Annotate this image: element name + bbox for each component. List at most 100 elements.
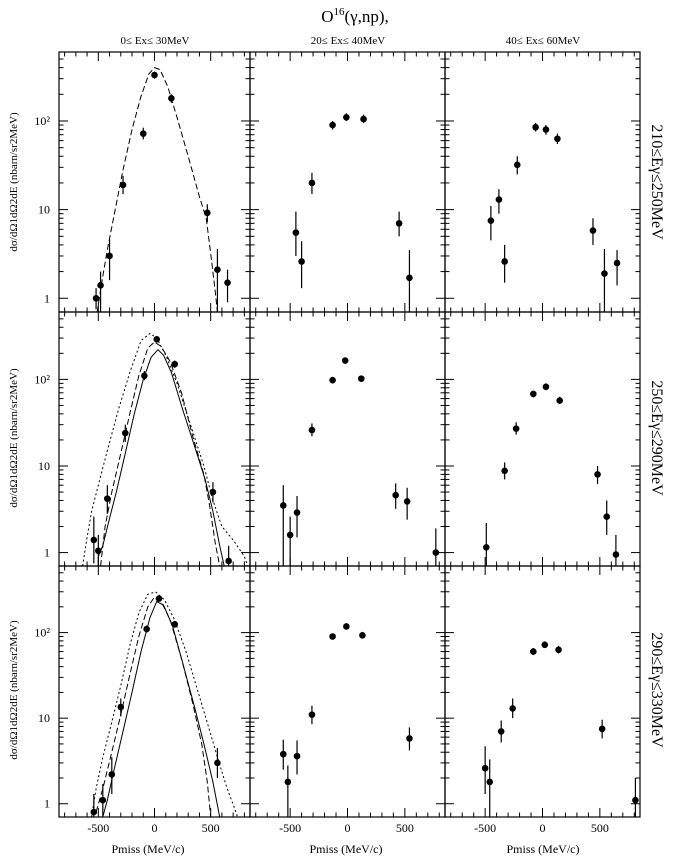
data-point (298, 258, 305, 265)
data-point (603, 513, 611, 520)
y-tick-label: 10 (38, 711, 50, 725)
dashed-curve (96, 67, 218, 313)
data-point (204, 209, 211, 217)
panel-frame (58, 311, 251, 567)
data-point (406, 735, 413, 742)
data-point (594, 471, 601, 478)
data-point (357, 375, 365, 382)
data-point (293, 509, 301, 516)
data-point (542, 126, 550, 133)
data-point (279, 750, 287, 758)
panel-frame (58, 565, 251, 818)
data-point (542, 383, 550, 391)
y-tick-label: 1 (44, 797, 50, 811)
x-axis-label-col-1: Pmiss (MeV/c) (112, 842, 185, 856)
data-point (143, 625, 150, 633)
x-tick-label: 500 (202, 821, 220, 835)
data-point (308, 179, 316, 187)
data-point (155, 595, 163, 602)
title-reaction: (γ,np), (344, 7, 388, 26)
panel-r2-c3 (444, 311, 641, 567)
x-tick-label: 500 (591, 821, 609, 835)
data-point (119, 181, 127, 189)
data-point (343, 114, 350, 121)
data-point (589, 227, 597, 234)
x-tick-label: -500 (474, 821, 496, 835)
data-point (501, 258, 508, 265)
data-point (482, 544, 490, 551)
data-point (530, 390, 537, 398)
data-point (90, 808, 98, 816)
data-point (171, 620, 179, 628)
data-point (99, 796, 107, 804)
data-point (555, 646, 562, 654)
data-point (117, 703, 125, 711)
data-point (121, 429, 129, 437)
data-point (329, 633, 336, 640)
data-point (209, 488, 217, 496)
data-point (495, 196, 503, 203)
data-point (153, 336, 161, 343)
data-point (279, 502, 287, 509)
data-point (601, 270, 608, 277)
data-point (432, 549, 440, 556)
data-point (512, 425, 520, 432)
data-point (329, 121, 336, 129)
data-point (92, 294, 100, 302)
data-point (139, 130, 147, 137)
data-point (632, 796, 639, 804)
row-label-2: 250≤Eγ≤290MeV (648, 380, 665, 496)
column-header-2: 20≤ Ex≤ 40MeV (311, 35, 385, 47)
data-point (487, 217, 495, 224)
data-point (360, 115, 367, 123)
y-tick-label: 10 (38, 459, 50, 473)
data-point (104, 495, 111, 502)
data-point (286, 531, 294, 539)
panel-r2-c2 (249, 311, 446, 567)
solid-curve (102, 600, 221, 818)
y-tick-label: 10 (38, 203, 50, 217)
data-point (329, 376, 336, 384)
data-point (141, 372, 148, 380)
data-point (501, 467, 508, 475)
y-tick-label: 10² (34, 372, 50, 386)
panel-frame (444, 565, 641, 818)
data-point (225, 557, 232, 565)
data-point (214, 759, 221, 767)
data-point (359, 631, 366, 639)
panel-frame (58, 51, 251, 313)
data-point (308, 426, 316, 434)
panel-r1-c2 (249, 51, 446, 313)
data-point (532, 123, 539, 131)
data-point (481, 764, 489, 772)
data-point (293, 752, 301, 760)
data-point (392, 491, 399, 499)
x-tick-label: 0 (345, 821, 351, 835)
data-point (530, 648, 537, 655)
y-axis-label-row-1: dσ/dΩ1dΩ2dE (nbarn/sr2MeV) (8, 112, 20, 252)
x-tick-label: -500 (279, 821, 301, 835)
data-point (341, 357, 349, 364)
data-point (509, 705, 516, 712)
column-header-3: 40≤ Ex≤ 60MeV (506, 35, 580, 47)
data-point (612, 551, 620, 558)
panel-r1-c1: 1 10 10² (34, 51, 251, 313)
x-tick-label: 500 (396, 821, 414, 835)
data-point (598, 725, 606, 733)
dashed-curve (95, 596, 212, 818)
data-point (97, 282, 104, 289)
data-point (108, 771, 116, 778)
data-point (214, 266, 221, 274)
data-point (106, 252, 113, 260)
panel-frame (444, 311, 641, 567)
data-point (151, 71, 158, 79)
data-point (554, 135, 561, 143)
dotted-curve (91, 591, 239, 818)
chart-title: O16(γ,np), (321, 6, 389, 26)
data-point (171, 360, 179, 368)
data-point (343, 623, 350, 630)
y-axis-label-row-3: dσ/dΩ1dΩ2dE (nbarn/sr2MeV) (8, 620, 20, 760)
x-tick-label: -500 (87, 821, 109, 835)
column-header-1: 0≤ Ex≤ 30MeV (121, 35, 190, 47)
